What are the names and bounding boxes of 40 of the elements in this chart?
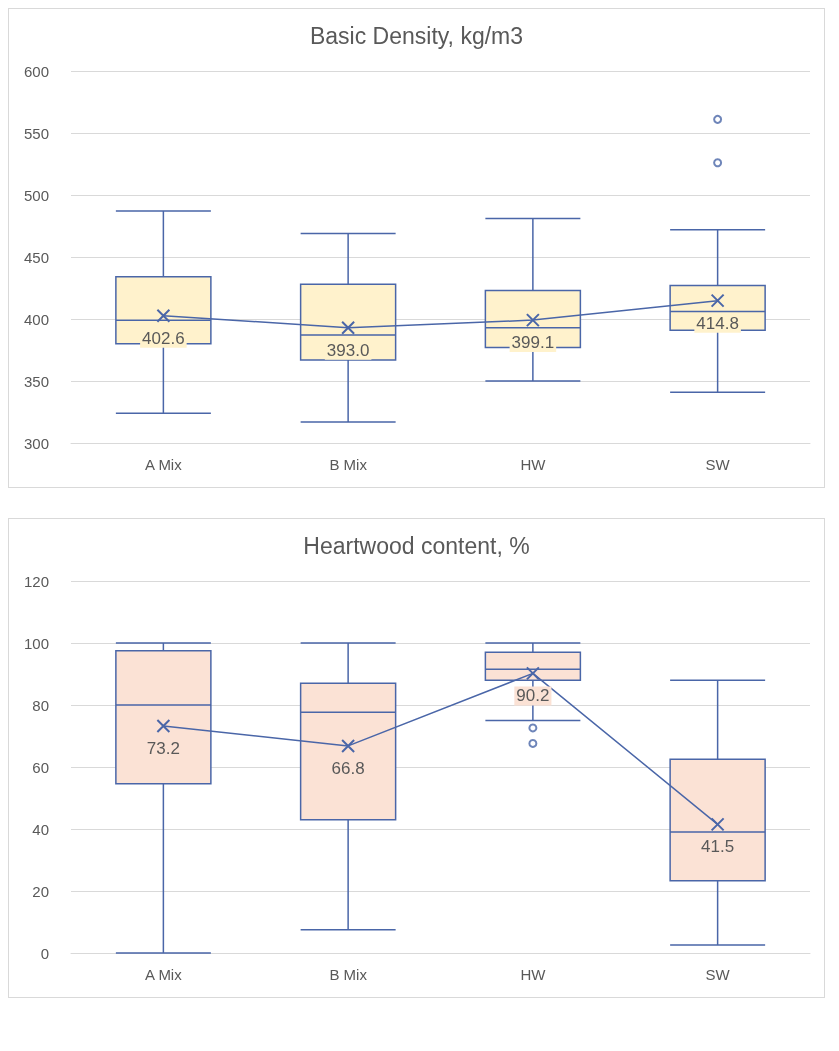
y-tick-label: 350 [23, 372, 49, 390]
x-tick-label: A Mix [145, 456, 183, 473]
point [525, 313, 540, 328]
y-tick-label: 550 [23, 124, 49, 142]
y-tick-label: 300 [23, 434, 49, 452]
data-label: 414.8 [696, 313, 739, 333]
data-label: 90.2 [516, 686, 550, 706]
point [341, 320, 356, 335]
point [525, 666, 540, 681]
point [710, 817, 725, 832]
y-tick-label: 450 [23, 248, 49, 266]
data-label: 73.2 [146, 739, 180, 759]
x-tick-label: SW [705, 456, 731, 473]
chart-title: Basic Density, kg/m3 [309, 22, 524, 49]
y-tick-label: 60 [32, 758, 49, 776]
y-tick-label: 400 [23, 310, 49, 328]
y-tick-label: 100 [23, 634, 49, 652]
x-tick-label: HW [520, 966, 547, 983]
data-label: 399.1 [511, 333, 555, 353]
x-tick-label: B Mix [329, 456, 368, 473]
y-tick-label: 80 [32, 696, 49, 714]
y-tick-label: 0 [40, 944, 49, 962]
data-label: 402.6 [142, 328, 185, 348]
y-tick-label: 20 [32, 882, 49, 900]
x-tick-label: HW [520, 456, 547, 473]
point [156, 308, 171, 323]
y-tick-label: 40 [32, 820, 49, 838]
point [710, 293, 725, 308]
data-label: 66.8 [331, 758, 365, 778]
y-tick-label: 600 [23, 62, 49, 80]
point [156, 719, 171, 734]
data-label: 41.5 [701, 837, 735, 857]
x-tick-label: SW [705, 966, 731, 983]
point [341, 738, 356, 753]
data-label: 393.0 [326, 340, 370, 360]
y-tick-label: 120 [23, 572, 49, 590]
x-tick-label: B Mix [329, 966, 368, 983]
x-tick-label: A Mix [145, 966, 183, 983]
y-tick-label: 500 [23, 186, 49, 204]
chart-title: Heartwood content, % [303, 532, 530, 559]
